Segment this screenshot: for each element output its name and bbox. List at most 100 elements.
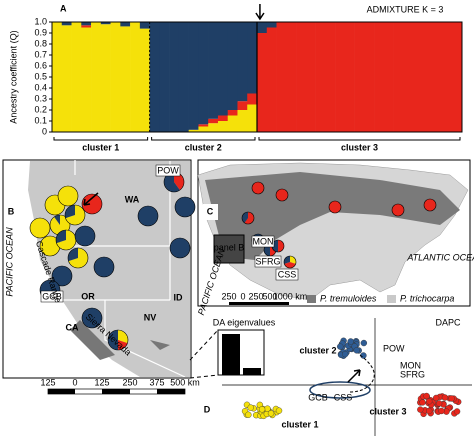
- pie-slice: [82, 308, 102, 328]
- y-tick-label: 0.7: [34, 49, 47, 59]
- pie-slice: [276, 189, 288, 201]
- admixture-bar: [71, 22, 82, 132]
- arrow: [255, 4, 265, 21]
- region-label: OR: [81, 291, 95, 301]
- y-tick-label: 0.5: [34, 71, 47, 81]
- pie-outline: [67, 247, 89, 269]
- legend-swatch: [387, 295, 396, 303]
- pie-slice: [392, 204, 404, 216]
- admixture-bar: [81, 22, 92, 26]
- pie-slice: [175, 197, 195, 217]
- panel-label-box: [203, 204, 218, 220]
- site-label: GCB: [42, 291, 62, 301]
- pie-outline: [81, 193, 103, 215]
- admixture-bar: [178, 22, 189, 132]
- admixture-bar: [364, 22, 375, 132]
- pie-outline: [51, 265, 73, 287]
- admixture-bar: [257, 33, 268, 132]
- chart-title: ADMIXTURE K = 3: [367, 4, 444, 14]
- legend-label: P. trichocarpa: [400, 293, 454, 303]
- y-tick-label: 0.4: [34, 82, 47, 92]
- y-tick-label: 0.1: [34, 115, 47, 125]
- pie-outline: [251, 181, 265, 195]
- pie-outline: [169, 237, 191, 259]
- dapc-point: [337, 343, 344, 350]
- scale-label: 500 km: [170, 377, 200, 387]
- dashed-trace: [349, 354, 375, 393]
- site-box: [40, 290, 64, 303]
- pie-outline: [29, 217, 51, 239]
- admixture-bar: [227, 22, 238, 110]
- site-label: POW: [157, 165, 179, 175]
- scale-label: 375: [149, 377, 164, 387]
- admixture-bar: [120, 26, 131, 132]
- pie-slice: [68, 248, 88, 269]
- dapc-point: [353, 347, 360, 354]
- pie-outline: [137, 205, 159, 227]
- pie-outline: [81, 307, 103, 329]
- ocean-label: PACIFIC OCEAN: [4, 227, 14, 297]
- inset-label: panel B: [214, 242, 245, 252]
- admixture-bar: [91, 22, 102, 132]
- region-label: CA: [66, 322, 79, 332]
- admixture-bar: [432, 22, 443, 132]
- pie-slice: [94, 257, 114, 277]
- legend-label: P. tremuloides: [320, 293, 377, 303]
- region-label: WA: [125, 194, 140, 204]
- admixture-bar: [266, 22, 277, 28]
- admixture-bar: [354, 22, 365, 132]
- admixture-bar: [335, 22, 346, 132]
- pie-slice: [278, 240, 284, 252]
- arrow: [347, 369, 361, 383]
- admixture-bar: [149, 22, 160, 132]
- admixture-bar: [374, 22, 385, 132]
- admixture-bar: [305, 22, 316, 132]
- inset-title: DA eigenvalues: [213, 317, 276, 327]
- pie-slice: [58, 186, 78, 206]
- site-label: CSS: [278, 269, 297, 279]
- scale-label: 250: [221, 291, 236, 301]
- dapc-point: [426, 398, 433, 405]
- pie-outline: [74, 225, 96, 247]
- admixture-bar: [208, 118, 219, 124]
- pie-slice: [170, 238, 190, 258]
- pie-slice: [164, 172, 180, 192]
- site-label: MON: [400, 360, 421, 370]
- admixture-bar: [247, 104, 258, 132]
- dapc-point: [448, 395, 455, 402]
- pie-slice: [244, 212, 255, 225]
- dapc-point: [417, 406, 424, 413]
- pie-outline: [275, 188, 289, 202]
- admixture-bar: [237, 22, 248, 102]
- pie-outline: [64, 204, 86, 226]
- admixture-bar: [247, 22, 258, 94]
- panel-label: D: [204, 404, 211, 414]
- panel-label: B: [8, 206, 15, 216]
- pie-slice: [82, 194, 102, 214]
- dapc-point: [247, 404, 254, 411]
- region-label: ID: [174, 292, 184, 302]
- pie-slice: [55, 230, 66, 244]
- group-label: cluster 1: [281, 419, 318, 429]
- pie-slice: [284, 262, 296, 268]
- admixture-bar: [227, 115, 238, 132]
- connector: [189, 329, 219, 379]
- admixture-bar: [247, 93, 258, 105]
- pie-slice: [329, 201, 341, 213]
- pie-slice: [56, 230, 76, 250]
- pie-outline: [107, 329, 129, 351]
- cluster-bracket: [258, 137, 461, 141]
- y-axis-title: Ancestry coefficient (Q): [8, 30, 18, 123]
- dapc-point: [441, 394, 449, 401]
- admixture-bar: [217, 121, 229, 132]
- admixture-bar: [217, 115, 229, 121]
- site-box: [275, 268, 299, 281]
- site-ellipse: [309, 381, 371, 399]
- admixture-bar: [81, 25, 92, 28]
- pie-outline: [328, 200, 342, 214]
- y-tick-label: 0.2: [34, 104, 47, 114]
- site-label: SFRG: [255, 256, 280, 266]
- admixture-bar: [169, 22, 180, 132]
- pie-slice: [65, 205, 75, 219]
- admixture-bar: [81, 27, 92, 132]
